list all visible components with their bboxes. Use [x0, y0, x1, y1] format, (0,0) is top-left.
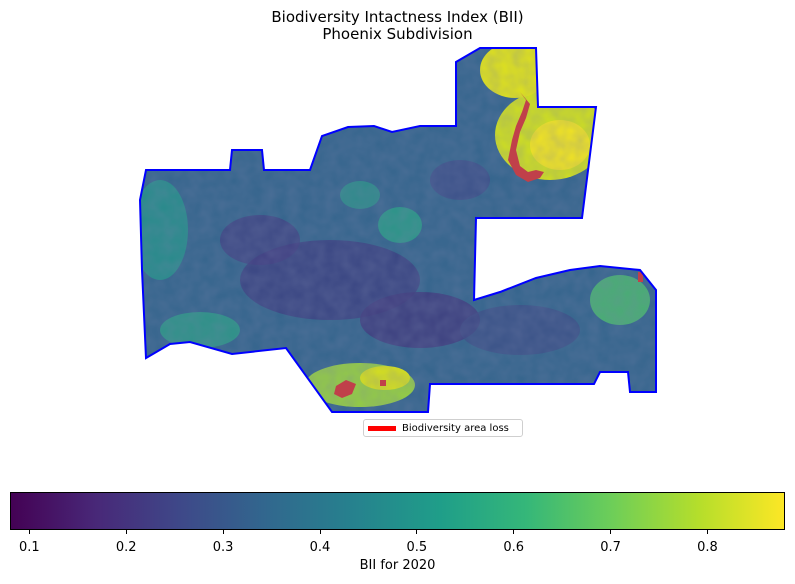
- loss-patch: [380, 380, 386, 386]
- colorbar-tick-label: 0.8: [697, 540, 718, 555]
- colorbar-tick-label: 0.1: [19, 540, 40, 555]
- colorbar: [10, 492, 785, 530]
- colorbar-tick: [513, 530, 515, 534]
- colorbar-tick-label: 0.7: [600, 540, 621, 555]
- colorbar-tick: [707, 530, 708, 534]
- colorbar-tick: [222, 530, 224, 534]
- loss-patch: [508, 92, 544, 182]
- bii-texture: [140, 48, 656, 412]
- legend-label: Biodiversity area loss: [402, 422, 509, 434]
- colorbar-tick-label: 0.6: [503, 540, 525, 555]
- legend: Biodiversity area loss: [363, 419, 523, 437]
- colorbar-tick: [28, 530, 30, 534]
- colorbar-tick: [125, 530, 127, 534]
- colorbar-tick-label: 0.5: [406, 540, 428, 555]
- loss-patch: [638, 272, 643, 282]
- bii-raster: [140, 48, 656, 412]
- colorbar-label: BII for 2020: [359, 558, 436, 573]
- colorbar-tick-label: 0.2: [115, 540, 137, 555]
- colorbar-tick-label: 0.3: [212, 540, 234, 555]
- colorbar-tick-label: 0.4: [309, 540, 331, 555]
- colorbar-tick: [319, 530, 321, 534]
- colorbar-frame: [10, 492, 785, 530]
- map-title-line1: Biodiversity Intactness Index (BII): [271, 8, 524, 26]
- legend-swatch: [368, 425, 396, 431]
- map-title-line2: Phoenix Subdivision: [322, 25, 473, 43]
- colorbar-tick: [610, 530, 612, 534]
- colorbar-tick: [416, 530, 418, 534]
- loss-patch: [334, 380, 356, 398]
